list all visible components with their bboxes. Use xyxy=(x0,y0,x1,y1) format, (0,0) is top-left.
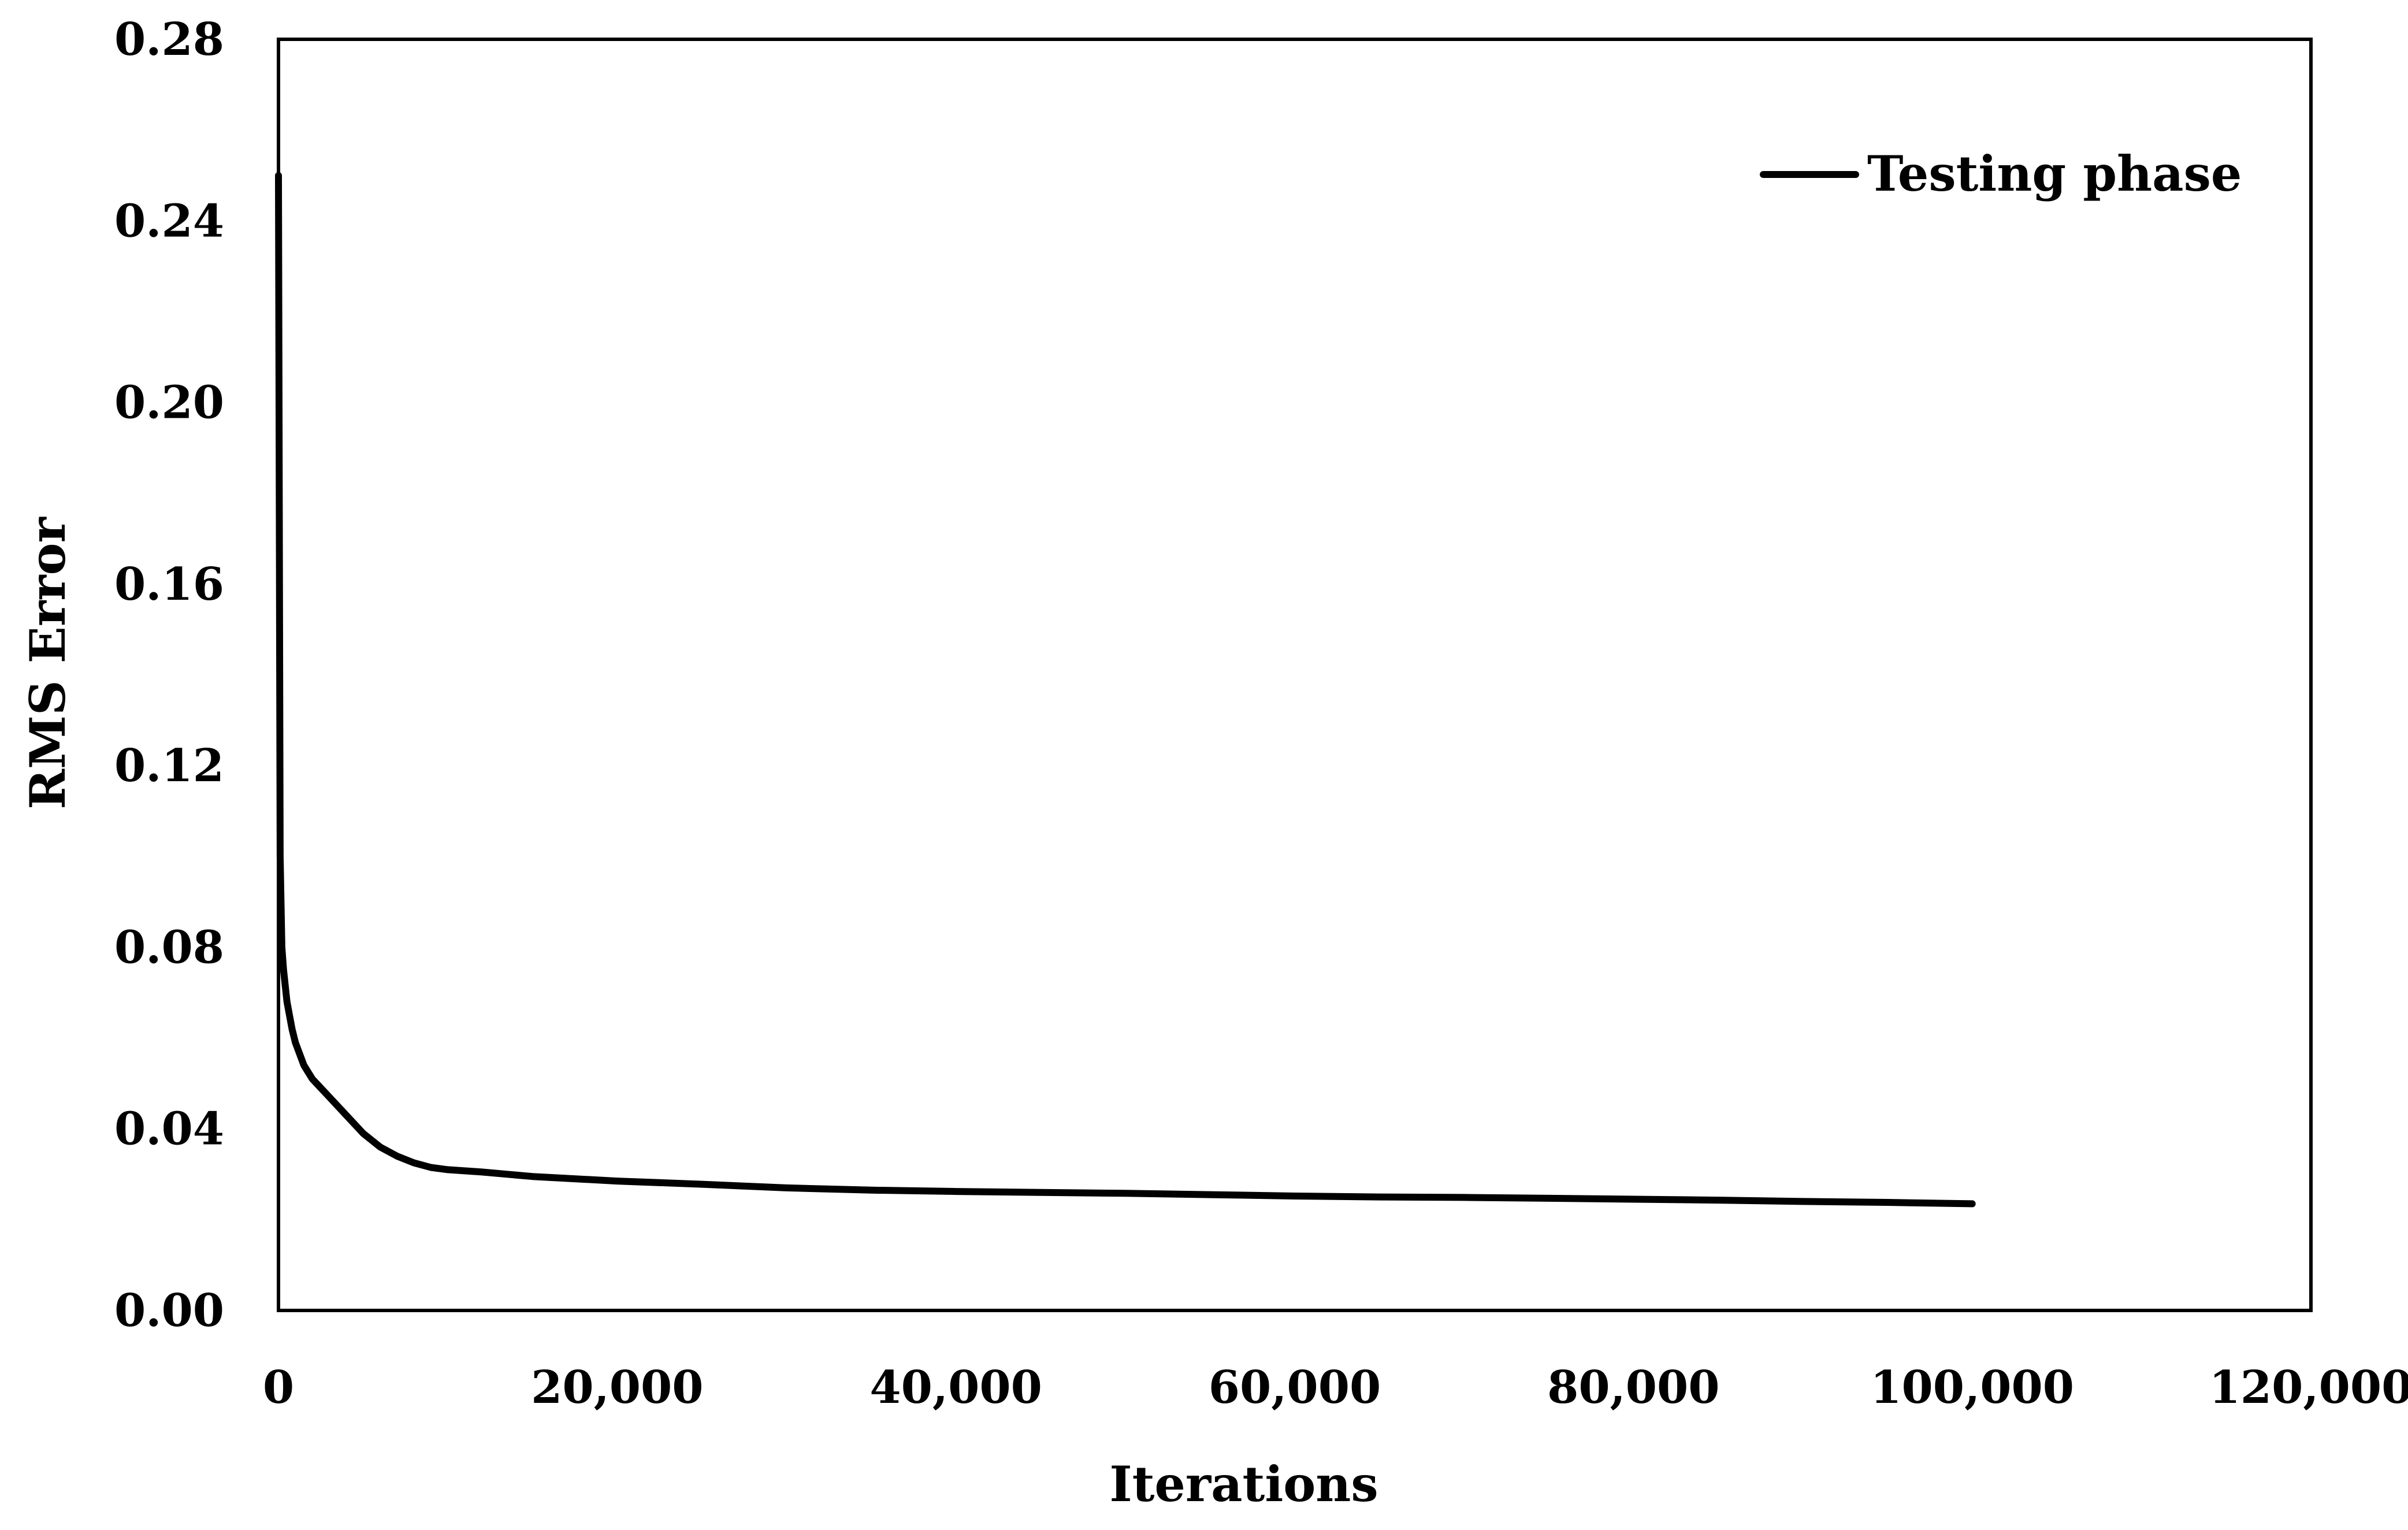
x-axis-label: Iterations xyxy=(1109,1455,1378,1513)
y-tick-label: 0.20 xyxy=(114,377,224,429)
y-tick-label: 0.08 xyxy=(114,921,224,974)
legend-label-testing-phase: Testing phase xyxy=(1867,145,2242,202)
x-tick-label: 0 xyxy=(263,1361,294,1414)
series-line-testing-phase xyxy=(275,172,1976,1208)
y-tick-label: 0.12 xyxy=(114,740,224,792)
y-tick-label: 0.16 xyxy=(114,558,224,611)
x-tick-label: 20,000 xyxy=(531,1361,704,1414)
y-tick-label: 0.28 xyxy=(114,13,224,66)
x-tick-label: 80,000 xyxy=(1547,1361,1720,1414)
series-layer xyxy=(275,172,1976,1208)
x-axis: 0 20,000 40,000 60,000 80,000 100,000 120,000 xyxy=(263,1361,2408,1414)
legend: Testing phase xyxy=(1760,145,2242,202)
x-tick-label: 40,000 xyxy=(869,1361,1042,1414)
y-tick-label: 0.24 xyxy=(114,195,224,247)
y-axis-label: RMS Error xyxy=(19,517,76,809)
y-tick-label: 0.00 xyxy=(114,1284,224,1337)
y-tick-label: 0.04 xyxy=(114,1103,224,1156)
x-tick-label: 60,000 xyxy=(1209,1361,1381,1414)
x-tick-label: 120,000 xyxy=(2209,1361,2408,1414)
plot-frame xyxy=(277,38,2313,1312)
x-tick-label: 100,000 xyxy=(1870,1361,2074,1414)
y-axis: 0.00 0.04 0.08 0.12 0.16 0.20 0.24 0.28 xyxy=(114,13,224,1337)
